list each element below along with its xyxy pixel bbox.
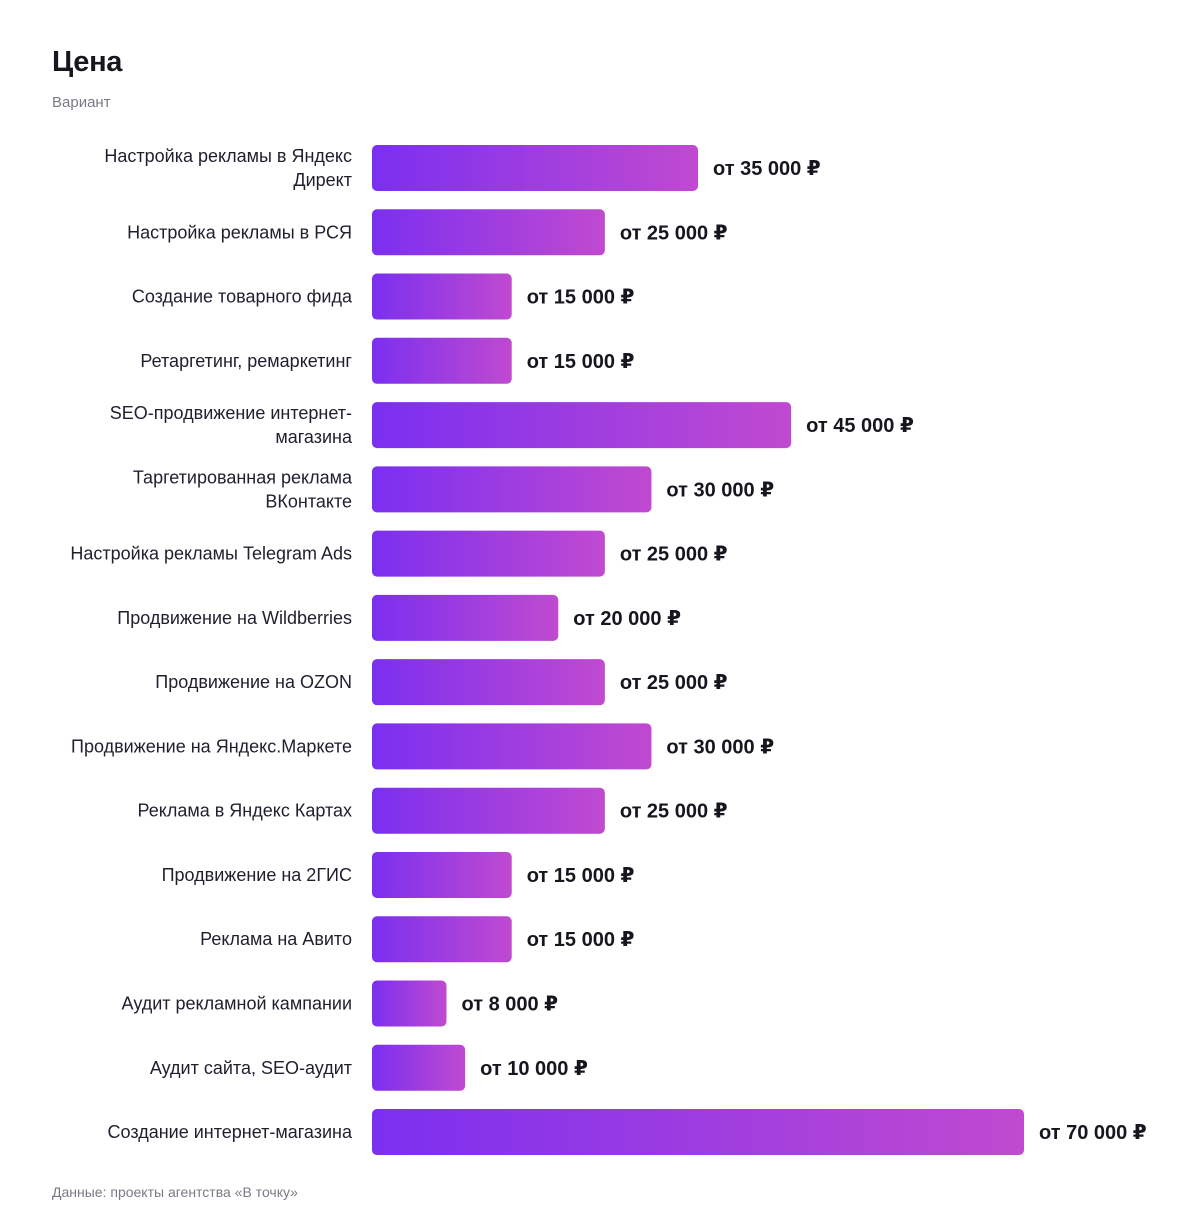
bar [372,1109,1024,1156]
category-label-line: Таргетированная реклама [133,467,353,487]
data-source-note: Данные: проекты агентства «В точку» [52,1184,298,1200]
category-label: Создание товарного фида [132,287,353,307]
bar [372,916,512,963]
chart-rows: Настройка рекламы в Яндекс Директ от 35 00… [70,145,1147,1156]
value-label: от 8 000 ₽ [462,994,559,1016]
category-label: Таргетированная реклама ВКонтакте [133,467,353,511]
category-label-line: Продвижение на Wildberries [117,608,352,628]
bar [372,659,605,706]
category-label: Продвижение на Wildberries [117,608,352,628]
category-label-line: Аудит сайта, SEO-аудит [150,1058,352,1078]
category-label: Настройка рекламы в Яндекс Директ [104,146,352,190]
category-label: Продвижение на OZON [155,672,352,692]
value-label: от 15 000 ₽ [527,351,635,373]
value-label: от 35 000 ₽ [713,158,821,180]
chart-subtitle: Вариант [52,94,111,111]
value-label: от 30 000 ₽ [666,479,774,501]
category-label-line: Настройка рекламы в Яндекс [104,146,352,166]
bar [372,530,605,577]
value-label: от 25 000 ₽ [620,801,728,823]
category-label: Создание интернет-магазина [108,1122,353,1142]
category-label-line: Аудит рекламной кампании [122,994,352,1014]
category-label-line: Создание интернет-магазина [108,1122,353,1142]
category-label: Ретаргетинг, ремаркетинг [140,351,352,371]
bar [372,337,512,384]
chart-title: Цена [52,46,123,78]
category-label: Настройка рекламы в РСЯ [127,222,352,242]
category-label-line: Директ [293,170,352,190]
value-label: от 25 000 ₽ [620,672,728,694]
category-label: Реклама на Авито [200,929,352,949]
value-label: от 10 000 ₽ [480,1058,588,1080]
value-label: от 15 000 ₽ [527,929,635,951]
bar [372,787,605,834]
value-label: от 20 000 ₽ [573,608,681,630]
category-label-line: SEO-продвижение интернет- [110,403,352,423]
category-label: Аудит сайта, SEO-аудит [150,1058,352,1078]
bar [372,402,792,449]
bar [372,466,652,513]
bar [372,145,698,191]
category-label: Продвижение на 2ГИС [162,865,352,885]
value-label: от 15 000 ₽ [527,865,635,887]
category-label: Реклама в Яндекс Картах [138,801,352,821]
value-label: от 45 000 ₽ [806,415,914,437]
category-label-line: ВКонтакте [265,491,352,511]
value-label: от 15 000 ₽ [527,287,635,309]
category-label-line: Реклама в Яндекс Картах [138,801,352,821]
category-label: Настройка рекламы Telegram Ads [70,544,352,564]
category-label-line: Продвижение на OZON [155,672,352,692]
category-label-line: Создание товарного фида [132,287,353,307]
category-label-line: магазина [275,427,353,447]
bar [372,980,447,1027]
category-label-line: Продвижение на 2ГИС [162,865,352,885]
bar [372,273,512,320]
category-label: Аудит рекламной кампании [122,994,352,1014]
bar [372,1044,466,1091]
bar [372,594,559,641]
category-label: SEO-продвижение интернет-магазина [110,403,353,447]
category-label-line: Настройка рекламы Telegram Ads [70,544,352,564]
category-label-line: Ретаргетинг, ремаркетинг [140,351,352,371]
bar [372,851,512,898]
category-label-line: Продвижение на Яндекс.Маркете [71,736,352,756]
category-label-line: Реклама на Авито [200,929,352,949]
bar [372,209,605,256]
value-label: от 25 000 ₽ [620,544,728,566]
value-label: от 30 000 ₽ [666,736,774,758]
category-label-line: Настройка рекламы в РСЯ [127,222,352,242]
bar [372,723,652,770]
value-label: от 25 000 ₽ [620,222,728,244]
value-label: от 70 000 ₽ [1039,1122,1147,1144]
category-label: Продвижение на Яндекс.Маркете [71,736,352,756]
